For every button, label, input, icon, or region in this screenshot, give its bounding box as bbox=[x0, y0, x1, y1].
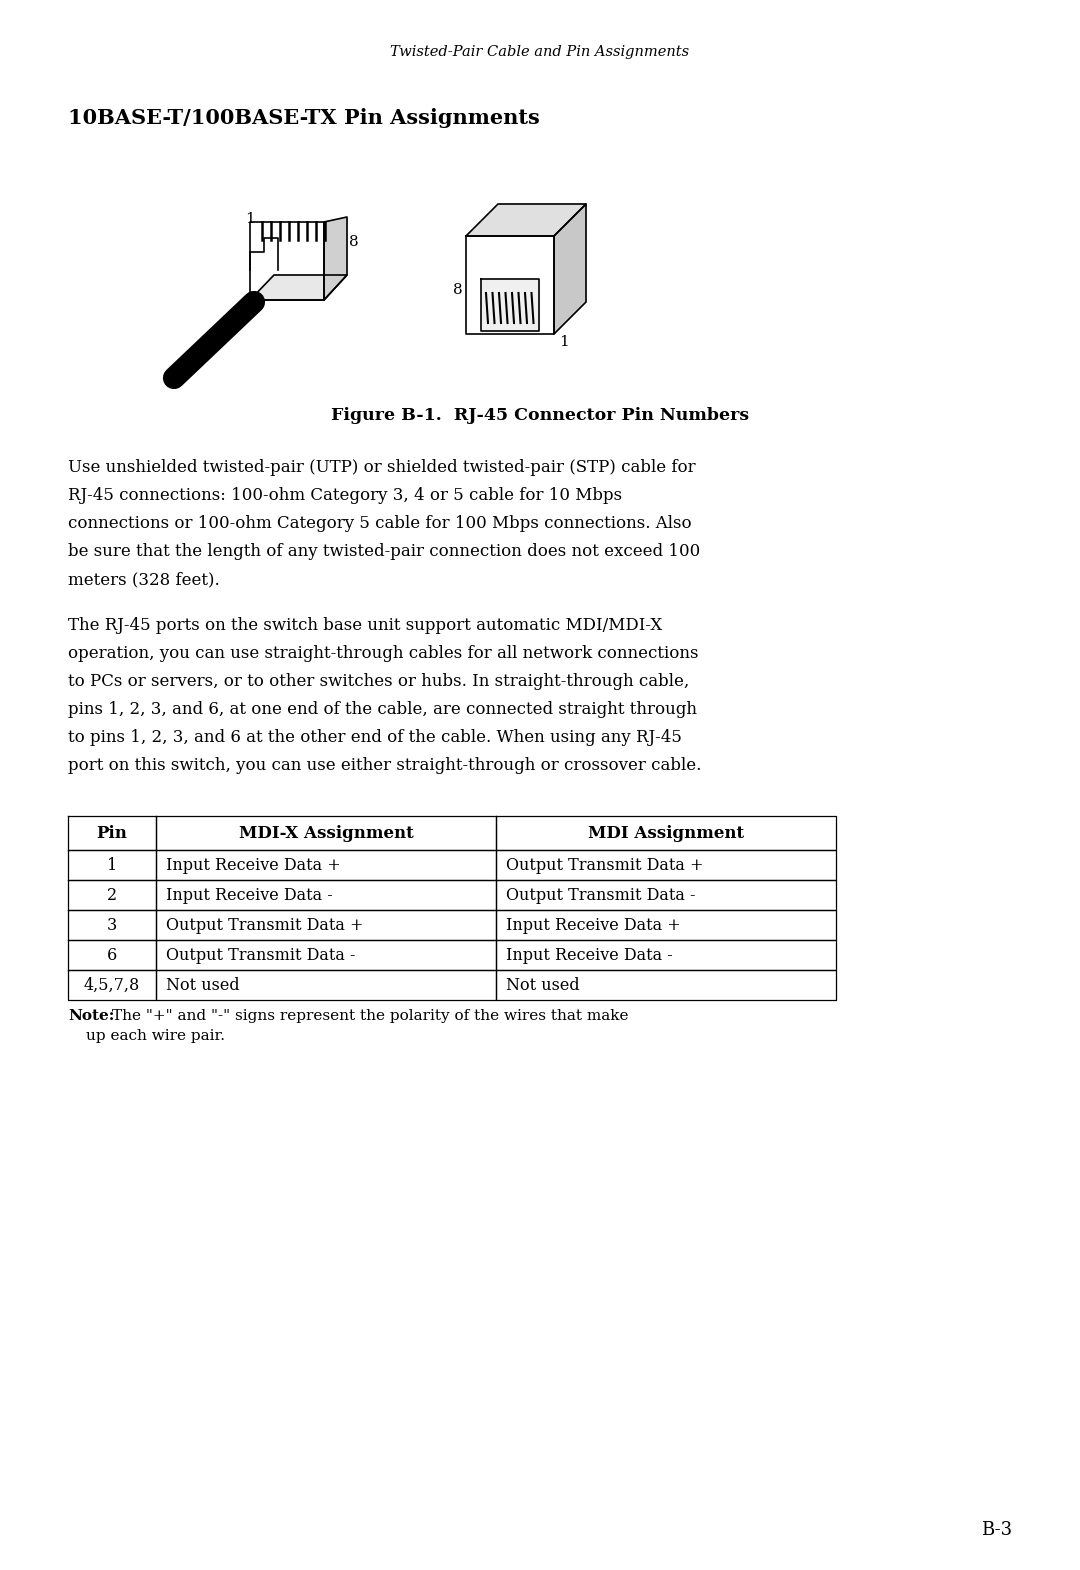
Text: Output Transmit Data +: Output Transmit Data + bbox=[166, 917, 364, 934]
Text: The RJ-45 ports on the switch base unit support automatic MDI/MDI-X: The RJ-45 ports on the switch base unit … bbox=[68, 617, 662, 634]
Text: 1: 1 bbox=[107, 857, 117, 873]
Text: up each wire pair.: up each wire pair. bbox=[86, 1028, 225, 1042]
Polygon shape bbox=[465, 204, 586, 235]
Text: Output Transmit Data +: Output Transmit Data + bbox=[507, 857, 703, 873]
Polygon shape bbox=[249, 275, 347, 300]
Text: RJ-45 connections: 100-ohm Category 3, 4 or 5 cable for 10 Mbps: RJ-45 connections: 100-ohm Category 3, 4… bbox=[68, 488, 622, 504]
Text: Note:: Note: bbox=[68, 1010, 114, 1024]
Polygon shape bbox=[481, 279, 539, 331]
Text: 4,5,7,8: 4,5,7,8 bbox=[84, 977, 140, 994]
Text: 8: 8 bbox=[349, 236, 359, 250]
Text: 6: 6 bbox=[107, 947, 117, 964]
Text: 10BASE-T/100BASE-TX Pin Assignments: 10BASE-T/100BASE-TX Pin Assignments bbox=[68, 108, 540, 129]
Text: Pin: Pin bbox=[96, 824, 127, 842]
Text: to pins 1, 2, 3, and 6 at the other end of the cable. When using any RJ-45: to pins 1, 2, 3, and 6 at the other end … bbox=[68, 730, 681, 746]
Text: 1: 1 bbox=[245, 212, 255, 226]
Text: Output Transmit Data -: Output Transmit Data - bbox=[166, 947, 355, 964]
Text: pins 1, 2, 3, and 6, at one end of the cable, are connected straight through: pins 1, 2, 3, and 6, at one end of the c… bbox=[68, 702, 697, 719]
Polygon shape bbox=[554, 204, 586, 334]
Text: B-3: B-3 bbox=[981, 1521, 1012, 1539]
Text: 3: 3 bbox=[107, 917, 117, 934]
Text: Input Receive Data -: Input Receive Data - bbox=[507, 947, 673, 964]
Text: Input Receive Data +: Input Receive Data + bbox=[166, 857, 341, 873]
Text: Not used: Not used bbox=[166, 977, 240, 994]
Text: MDI Assignment: MDI Assignment bbox=[588, 824, 744, 842]
Polygon shape bbox=[249, 221, 324, 300]
Text: Output Transmit Data -: Output Transmit Data - bbox=[507, 887, 696, 903]
Text: operation, you can use straight-through cables for all network connections: operation, you can use straight-through … bbox=[68, 645, 699, 663]
Text: 2: 2 bbox=[107, 887, 117, 903]
Text: port on this switch, you can use either straight-through or crossover cable.: port on this switch, you can use either … bbox=[68, 757, 701, 774]
Text: 1: 1 bbox=[559, 334, 569, 349]
Polygon shape bbox=[465, 236, 554, 334]
Text: 8: 8 bbox=[454, 283, 463, 297]
Text: connections or 100-ohm Category 5 cable for 100 Mbps connections. Also: connections or 100-ohm Category 5 cable … bbox=[68, 515, 691, 532]
Text: MDI-X Assignment: MDI-X Assignment bbox=[239, 824, 414, 842]
Text: to PCs or servers, or to other switches or hubs. In straight-through cable,: to PCs or servers, or to other switches … bbox=[68, 674, 689, 691]
Text: The "+" and "-" signs represent the polarity of the wires that make: The "+" and "-" signs represent the pola… bbox=[112, 1010, 629, 1024]
Text: be sure that the length of any twisted-pair connection does not exceed 100: be sure that the length of any twisted-p… bbox=[68, 543, 700, 560]
Text: Not used: Not used bbox=[507, 977, 580, 994]
Polygon shape bbox=[324, 217, 347, 300]
Text: Twisted-Pair Cable and Pin Assignments: Twisted-Pair Cable and Pin Assignments bbox=[391, 46, 689, 60]
Text: Input Receive Data +: Input Receive Data + bbox=[507, 917, 680, 934]
Text: Figure B-1.  RJ-45 Connector Pin Numbers: Figure B-1. RJ-45 Connector Pin Numbers bbox=[330, 407, 750, 424]
Text: Use unshielded twisted-pair (UTP) or shielded twisted-pair (STP) cable for: Use unshielded twisted-pair (UTP) or shi… bbox=[68, 460, 696, 477]
Text: meters (328 feet).: meters (328 feet). bbox=[68, 571, 219, 589]
Text: Input Receive Data -: Input Receive Data - bbox=[166, 887, 333, 903]
